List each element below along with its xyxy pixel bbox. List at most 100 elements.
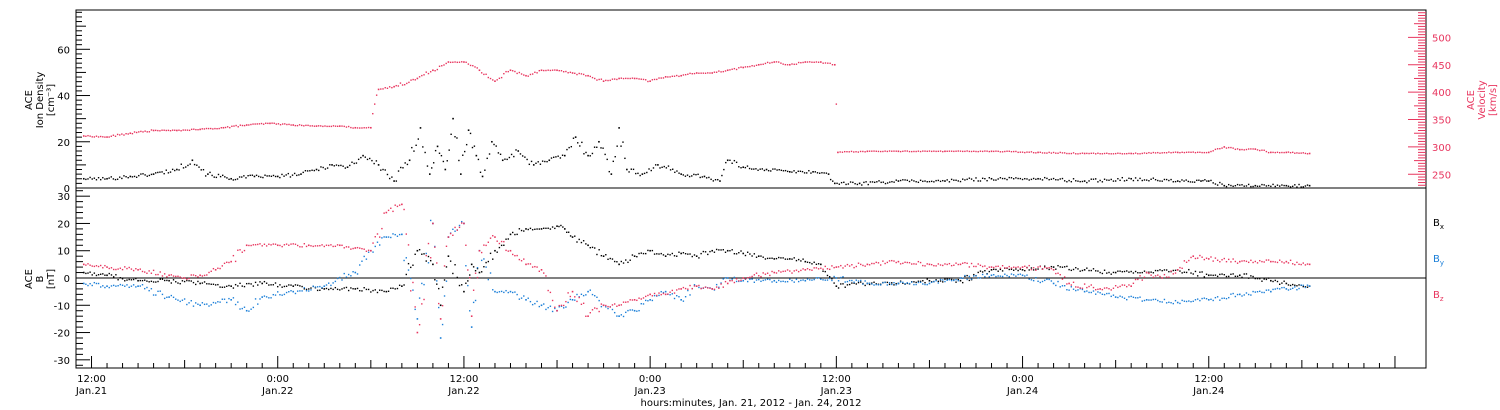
by-series-sample — [720, 282, 722, 284]
density-series-sample — [880, 181, 882, 184]
bz-series-sample — [492, 235, 494, 237]
bz-series-sample — [146, 272, 148, 274]
bx-series-sample — [102, 273, 104, 275]
by-series-sample — [860, 279, 862, 282]
bx-series-point — [401, 285, 403, 287]
density-series-sample — [1206, 180, 1208, 182]
density-series-sample — [1044, 176, 1046, 179]
bx-series-sample — [350, 287, 352, 289]
velocity-series-sample — [203, 128, 206, 130]
bx-series-sample — [562, 226, 564, 228]
velocity-series-sample — [188, 129, 191, 132]
bx-series-sample — [1210, 274, 1212, 276]
velocity-series-sample — [180, 130, 182, 132]
bz-series-sample — [791, 272, 793, 274]
bx-series-sample — [1287, 284, 1290, 286]
velocity-series-sample — [193, 128, 195, 130]
velocity-series-sample — [250, 123, 252, 126]
bz-series-sample — [786, 269, 789, 271]
velocity-series-sample — [1012, 150, 1015, 153]
density-series-sample — [869, 181, 872, 183]
bz-series-sample — [1247, 261, 1250, 264]
bz-series-sample — [1281, 261, 1283, 263]
velocity-series-sample — [195, 128, 197, 131]
velocity-series-sample — [558, 69, 560, 72]
by-series-sample — [957, 279, 959, 282]
bx-series-sample — [691, 255, 693, 258]
density-series-sample — [1075, 180, 1077, 182]
by-series-sample — [1188, 300, 1190, 302]
bx-series-sample — [214, 284, 217, 286]
bz-series-sample — [968, 266, 971, 268]
bz-series-sample — [813, 267, 815, 269]
density-series-sample — [530, 160, 533, 163]
bx-series-sample — [241, 285, 243, 287]
velocity-series-sample — [733, 67, 736, 70]
bz-series-sample — [851, 264, 853, 266]
density-series-sample — [1095, 178, 1097, 180]
velocity-series-sample — [1278, 151, 1281, 154]
bz-series-sample — [842, 267, 844, 269]
by-series-sample — [1274, 288, 1276, 290]
density-series-sample — [1193, 181, 1196, 183]
density-series-sample — [133, 175, 136, 178]
bz-series-sample — [261, 245, 263, 247]
by-series-sample — [904, 283, 906, 285]
velocity-series-sample — [651, 79, 654, 81]
by-series-sample — [1272, 288, 1274, 291]
bx-series-sample — [1130, 270, 1132, 273]
bx-series-sample — [713, 251, 716, 253]
density-series-point — [833, 182, 836, 185]
bx-series-sample — [786, 258, 789, 260]
velocity-series-sample — [386, 87, 389, 89]
velocity-series-sample — [596, 79, 598, 81]
bz-series-sample — [398, 204, 401, 206]
velocity-series-point — [245, 124, 248, 126]
by-series-sample — [299, 290, 301, 292]
density-series-point — [1223, 184, 1226, 187]
by-series-sample — [465, 265, 467, 267]
by-series-point — [587, 290, 589, 293]
by-series-sample — [1066, 289, 1068, 291]
by-series-sample — [1154, 298, 1157, 301]
velocity-series-sample — [436, 68, 439, 71]
bz-series-sample — [1019, 267, 1022, 269]
by-series-sample — [1302, 284, 1304, 287]
field-tick-label: 30 — [57, 192, 70, 203]
density-series-sample — [351, 161, 353, 163]
by-series-sample — [580, 293, 583, 296]
density-series-sample — [1278, 185, 1281, 187]
density-series-sample — [1050, 178, 1053, 180]
by-series-sample — [429, 219, 432, 222]
bz-series-sample — [1228, 258, 1230, 261]
bz-series-sample — [899, 263, 902, 265]
density-series-sample — [1241, 184, 1243, 186]
bz-series-sample — [1225, 260, 1228, 263]
by-series-point — [540, 304, 543, 307]
bx-series-sample — [1157, 269, 1159, 272]
bz-series-sample — [294, 243, 297, 245]
velocity-series-sample — [536, 72, 538, 74]
velocity-series-sample — [332, 125, 335, 127]
velocity-series-sample — [658, 77, 660, 79]
bz-series-sample — [254, 244, 257, 246]
bx-series-sample — [582, 240, 585, 242]
bx-series-sample — [294, 284, 297, 286]
by-series-sample — [155, 294, 157, 296]
density-series-sample — [1072, 178, 1075, 180]
density-series-sample — [320, 166, 322, 168]
density-series-sample — [340, 164, 342, 167]
time-tick-label: 12:00 — [1194, 374, 1223, 385]
density-series-sample — [123, 175, 125, 177]
bz-series-point — [463, 222, 465, 225]
density-series-sample — [550, 157, 553, 159]
bz-series-sample — [1035, 269, 1037, 271]
bz-series-sample — [1250, 259, 1252, 262]
velocity-series-sample — [922, 150, 924, 152]
bz-series-sample — [352, 247, 354, 250]
bx-series-sample — [1225, 275, 1228, 278]
bz-series-sample — [503, 240, 505, 243]
velocity-series-sample — [1199, 151, 1201, 153]
bz-series-sample — [970, 262, 973, 265]
